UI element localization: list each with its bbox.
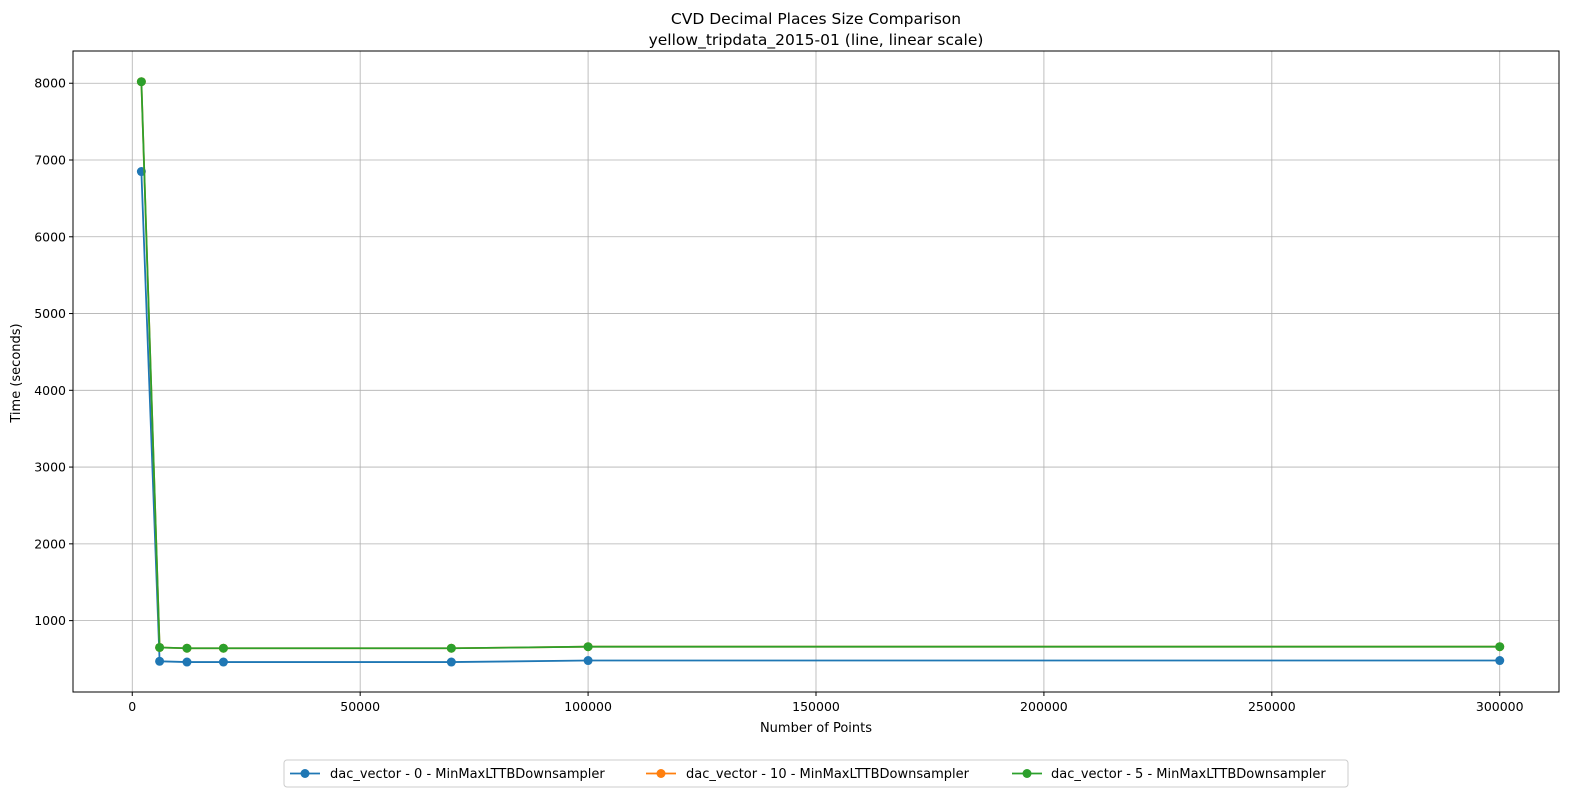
- series-line-1: [140, 81, 1500, 650]
- series-line-2: [140, 81, 1500, 650]
- y-tick-label: 4000: [34, 383, 66, 398]
- x-tick-label: 300000: [1476, 699, 1524, 714]
- y-tick-label: 3000: [34, 460, 66, 475]
- series-line-0: [140, 171, 1500, 663]
- legend-marker-1: [656, 769, 666, 778]
- legend-marker-0: [300, 769, 310, 778]
- chart-subtitle: yellow_tripdata_2015-01 (line, linear sc…: [649, 31, 984, 50]
- x-tick-label: 0: [128, 699, 136, 714]
- x-tick-label: 200000: [1020, 699, 1068, 714]
- y-axis-label: Time (seconds): [9, 323, 24, 423]
- data-point: [446, 657, 456, 667]
- x-tick-label: 250000: [1248, 699, 1296, 714]
- y-tick-label: 2000: [34, 536, 66, 551]
- x-axis-label: Number of Points: [760, 721, 872, 736]
- legend-marker-2: [1022, 769, 1032, 778]
- series-0: [136, 167, 1505, 667]
- data-point: [1495, 642, 1505, 652]
- y-tick-label: 6000: [34, 229, 66, 244]
- data-point: [136, 77, 146, 87]
- grid-layer: [73, 51, 1559, 692]
- legend-box: [283, 759, 1349, 788]
- data-point: [446, 643, 456, 653]
- data-point: [155, 656, 165, 666]
- legend-label-0: dac_vector - 0 - MinMaxLTTBDownsampler: [330, 767, 605, 782]
- data-point: [218, 657, 228, 667]
- data-point: [1495, 656, 1505, 666]
- series-2: [136, 77, 1505, 653]
- x-tick-label: 50000: [340, 699, 380, 714]
- data-point: [583, 642, 593, 652]
- x-tick-label: 100000: [564, 699, 612, 714]
- tick-layer: 0 50000 100000 150000 200000 250000 300000 1000…: [34, 76, 1523, 714]
- legend-item-2: dac_vector - 5 - MinMaxLTTBDownsampler: [1012, 767, 1326, 782]
- data-point: [155, 642, 165, 652]
- data-point: [583, 656, 593, 666]
- series-1: [136, 77, 1505, 653]
- y-tick-label: 1000: [34, 613, 66, 628]
- legend-item-1: dac_vector - 10 - MinMaxLTTBDownsampler: [646, 767, 970, 782]
- legend-item-0: dac_vector - 0 - MinMaxLTTBDownsampler: [290, 767, 605, 782]
- data-point: [182, 643, 192, 653]
- chart-title: CVD Decimal Places Size Comparison: [671, 10, 961, 28]
- data-point: [182, 657, 192, 667]
- series-layer: [136, 77, 1505, 667]
- legend: dac_vector - 0 - MinMaxLTTBDownsampler d…: [283, 759, 1349, 788]
- y-tick-label: 5000: [34, 306, 66, 321]
- data-point: [218, 643, 228, 653]
- y-tick-label: 8000: [34, 76, 66, 91]
- legend-label-2: dac_vector - 5 - MinMaxLTTBDownsampler: [1051, 767, 1326, 782]
- x-tick-label: 150000: [792, 699, 840, 714]
- y-tick-label: 7000: [34, 153, 66, 168]
- legend-label-1: dac_vector - 10 - MinMaxLTTBDownsampler: [686, 767, 970, 782]
